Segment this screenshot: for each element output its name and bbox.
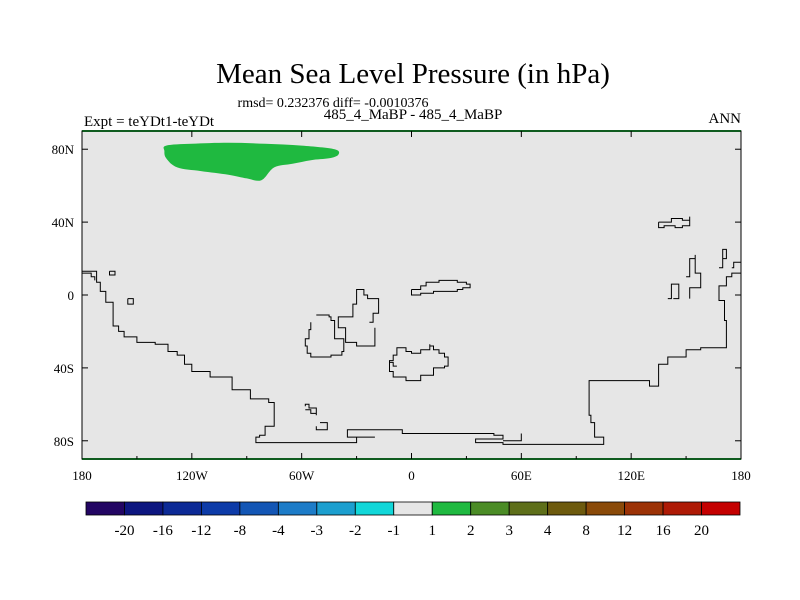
x-tick-label-2: 60W bbox=[289, 468, 315, 483]
colorbar-box-12 bbox=[547, 501, 587, 516]
colorbar-box-13 bbox=[585, 501, 625, 516]
coastline-0 bbox=[82, 270, 741, 445]
colorbar-box-2 bbox=[162, 501, 202, 516]
y-tick-label-4: 80S bbox=[54, 434, 74, 449]
colorbar-box-8 bbox=[393, 501, 433, 516]
colorbar-label-14: 16 bbox=[656, 523, 672, 539]
x-tick-label-3: 0 bbox=[408, 468, 415, 483]
x-tick-label-4: 60E bbox=[511, 468, 532, 483]
colorbar-box-16 bbox=[701, 501, 741, 516]
colorbar-box-11 bbox=[508, 501, 549, 516]
coastline-layer bbox=[82, 216, 741, 445]
coastline-11 bbox=[503, 433, 522, 442]
coastline-12 bbox=[658, 216, 691, 229]
y-tick-label-3: 40S bbox=[54, 361, 74, 376]
colorbar-label-8: 1 bbox=[428, 523, 436, 539]
colorbar-label-10: 3 bbox=[505, 523, 513, 539]
colorbar-box-15 bbox=[662, 501, 702, 516]
colorbar-label-15: 20 bbox=[694, 523, 709, 539]
coastline-2 bbox=[304, 314, 345, 358]
coastline-9 bbox=[389, 344, 449, 382]
coastline-15 bbox=[719, 248, 727, 269]
coastline-10 bbox=[389, 361, 397, 367]
chart-title: Mean Sea Level Pressure (in hPa) bbox=[216, 58, 610, 90]
colorbar-box-3 bbox=[201, 501, 241, 516]
anomaly-layer bbox=[163, 142, 340, 181]
left-label: Expt = teYDt1-teYDt bbox=[84, 114, 215, 130]
colorbar-box-1 bbox=[124, 501, 164, 516]
coastline-14 bbox=[686, 254, 702, 299]
colorbar-box-6 bbox=[316, 501, 356, 516]
coastline-1 bbox=[337, 289, 380, 347]
colorbar-box-4 bbox=[239, 501, 279, 516]
y-axis: 80N 40N 0 40S 80S bbox=[52, 142, 741, 449]
x-tick-label-6: 180 bbox=[731, 468, 751, 483]
colorbar-label-3: -8 bbox=[234, 523, 247, 539]
colorbar-label-2: -12 bbox=[191, 523, 211, 539]
colorbar-label-0: -20 bbox=[115, 523, 135, 539]
colorbar-box-14 bbox=[624, 501, 664, 516]
right-label: ANN bbox=[709, 111, 742, 127]
colorbar-box-7 bbox=[354, 501, 395, 516]
colorbar-box-10 bbox=[470, 501, 510, 516]
anomaly-region-0 bbox=[163, 142, 340, 181]
y-tick-label-1: 40N bbox=[52, 215, 75, 230]
y-tick-label-0: 80N bbox=[52, 142, 75, 157]
colorbar-box-9 bbox=[431, 501, 472, 516]
coastline-13 bbox=[667, 283, 680, 300]
colorbar-label-6: -2 bbox=[349, 523, 362, 539]
coastline-16 bbox=[731, 261, 741, 269]
x-tick-label-0: 180 bbox=[72, 468, 92, 483]
x-tick-label-1: 120W bbox=[176, 468, 209, 483]
stats-text: rmsd= 0.232376 diff= -0.0010376 bbox=[238, 96, 429, 111]
colorbar-label-12: 8 bbox=[582, 523, 590, 539]
coastline-7 bbox=[127, 298, 134, 305]
y-tick-label-2: 0 bbox=[68, 288, 75, 303]
colorbar: -20 -16 -12 -8 -4 -3 -2 -1 1 2 3 4 8 12 16 20 bbox=[85, 501, 741, 539]
colorbar-label-5: -3 bbox=[311, 523, 324, 539]
colorbar-label-13: 12 bbox=[617, 523, 632, 539]
colorbar-label-9: 2 bbox=[467, 523, 475, 539]
coastline-5 bbox=[82, 272, 96, 281]
coastline-6 bbox=[109, 270, 116, 276]
colorbar-label-4: -4 bbox=[272, 523, 285, 539]
colorbar-label-11: 4 bbox=[544, 523, 552, 539]
x-tick-label-5: 120E bbox=[617, 468, 645, 483]
map-panel: 180 120W 60W 0 60E 120E 180 80N 40N 0 40S 80S bbox=[52, 130, 751, 483]
colorbar-box-0 bbox=[85, 501, 125, 516]
center-label: 485_4_MaBP - 485_4_MaBP bbox=[324, 107, 503, 123]
coastline-8 bbox=[411, 279, 471, 296]
colorbar-label-1: -16 bbox=[153, 523, 173, 539]
colorbar-box-5 bbox=[277, 501, 318, 516]
coastline-3 bbox=[304, 403, 317, 416]
colorbar-label-7: -1 bbox=[388, 523, 401, 539]
x-axis: 180 120W 60W 0 60E 120E 180 bbox=[72, 131, 751, 483]
coastline-4 bbox=[315, 422, 328, 431]
